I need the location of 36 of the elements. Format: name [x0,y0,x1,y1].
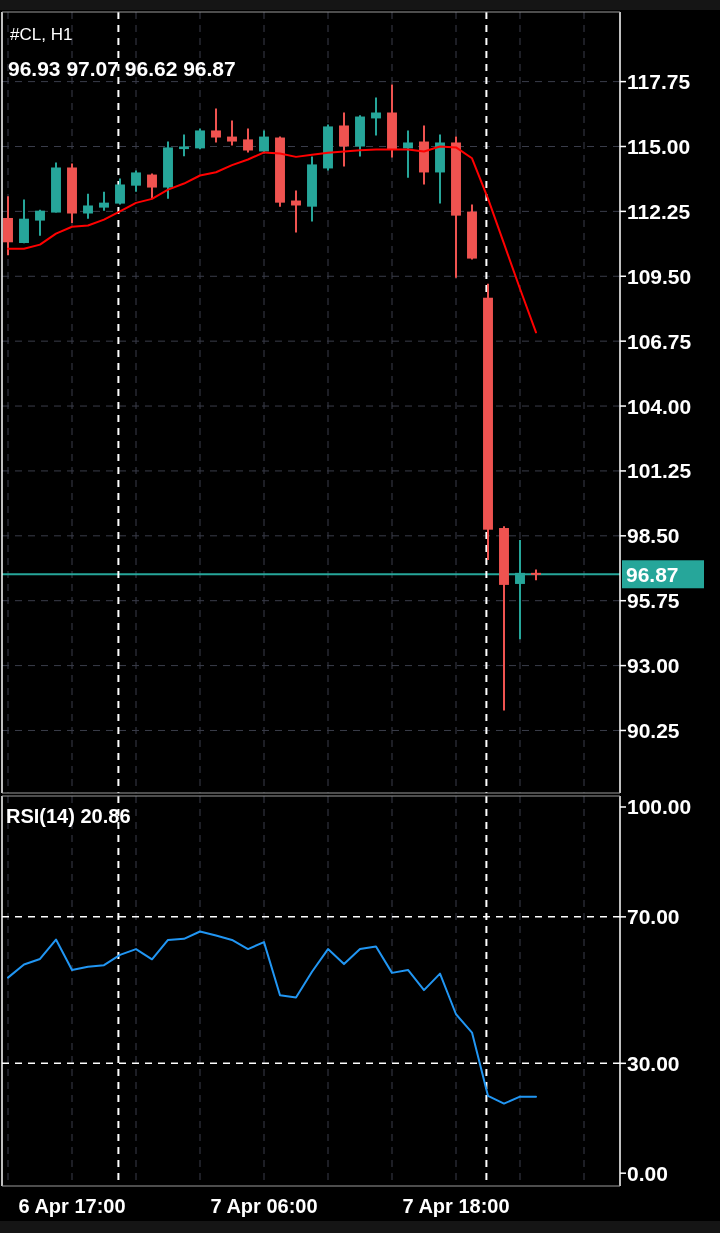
y-tick-label: 30.00 [627,1051,680,1075]
y-tick-label: 101.25 [627,459,692,483]
y-tick-label: 104.00 [627,394,692,418]
y-tick-label: 106.75 [627,329,692,353]
candlestick [259,129,269,155]
y-tick-label: 112.25 [627,199,691,223]
y-tick-label: 90.25 [627,718,680,742]
y-tick-label: 98.50 [627,524,680,548]
candlestick [147,172,157,200]
x-tick-label: 7 Apr 18:00 [402,1195,510,1217]
text: #CL, H1 [10,24,73,44]
x-tick-label: 6 Apr 17:00 [18,1195,126,1217]
candlestick [131,169,141,193]
candlestick [99,190,109,212]
x-tick-label: 7 Apr 06:00 [210,1195,318,1217]
candlestick [403,129,413,179]
text: 96.93 97.07 96.62 96.87 [8,56,236,80]
candlestick [35,208,45,237]
y-tick-label: 100.00 [627,795,692,819]
chart-title: RSI(14) 20.86 [6,805,131,827]
y-tick-label: 0.00 [627,1161,668,1185]
candlestick [339,111,349,168]
candlestick [179,133,189,158]
line-series [7,930,537,1105]
y-tick-label: 93.00 [627,654,680,678]
ref-line-label: 96.87 [626,562,679,586]
y-tick-label: 117.75 [627,70,691,94]
candlestick [195,127,205,151]
y-tick-label: 109.50 [627,264,692,288]
y-tick-label: 115.00 [627,134,691,158]
candlestick [83,192,93,220]
candlestick [243,127,253,154]
candlestick [227,119,237,147]
candlestick [211,107,221,144]
y-tick-label: 95.75 [627,589,680,613]
y-tick-label: 70.00 [627,905,680,929]
